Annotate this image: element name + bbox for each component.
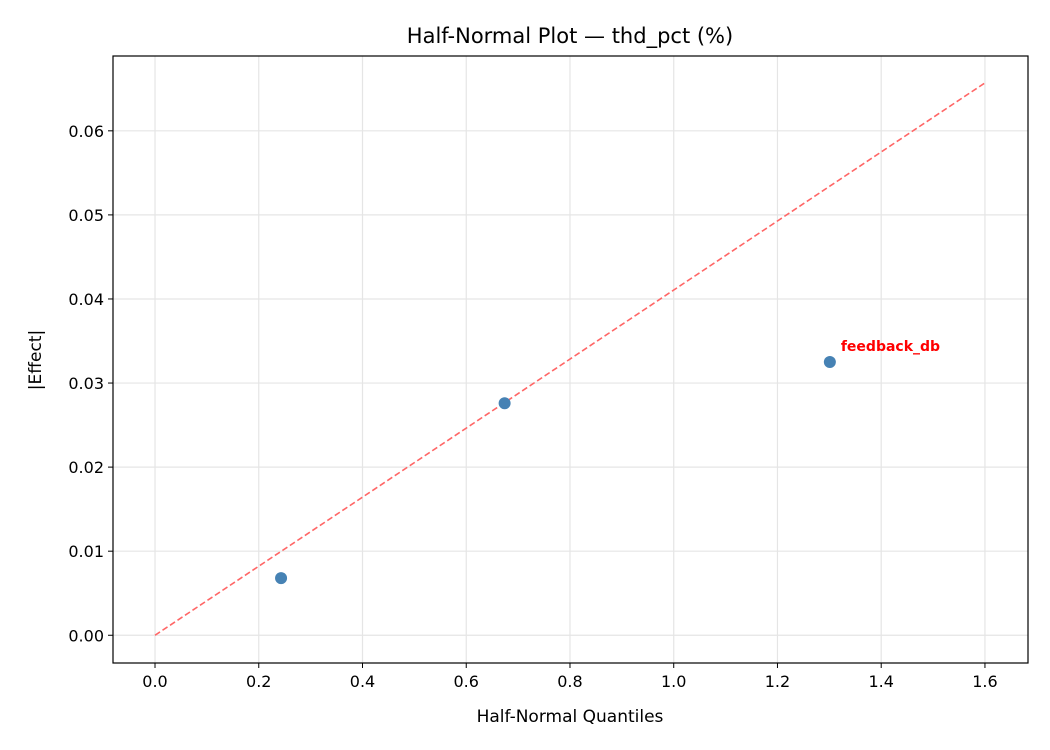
x-axis-ticks: 0.0 0.2 0.4 0.6 0.8 1.0 1.2 1.4 1.6 bbox=[142, 663, 998, 691]
y-axis-ticks: 0.00 0.01 0.02 0.03 0.04 0.05 0.06 bbox=[68, 122, 113, 645]
x-tick-label: 1.0 bbox=[661, 672, 686, 691]
data-point bbox=[498, 397, 511, 410]
x-tick-label: 1.6 bbox=[972, 672, 997, 691]
data-point bbox=[275, 572, 288, 585]
y-tick-label: 0.03 bbox=[68, 374, 104, 393]
point-annotation: feedback_db bbox=[841, 339, 940, 355]
plot-frame bbox=[112, 55, 1029, 664]
x-tick-label: 0.8 bbox=[557, 672, 582, 691]
x-tick-label: 0.6 bbox=[454, 672, 479, 691]
y-axis-label: |Effect| bbox=[26, 330, 46, 390]
x-axis-label: Half-Normal Quantiles bbox=[477, 707, 664, 727]
reference-line bbox=[154, 82, 986, 636]
y-tick-label: 0.05 bbox=[68, 206, 104, 225]
x-tick-label: 0.2 bbox=[246, 672, 271, 691]
x-tick-label: 1.2 bbox=[765, 672, 790, 691]
y-tick-label: 0.02 bbox=[68, 458, 104, 477]
x-tick-label: 0.4 bbox=[350, 672, 375, 691]
y-tick-label: 0.06 bbox=[68, 122, 104, 141]
x-tick-label: 0.0 bbox=[142, 672, 167, 691]
y-tick-label: 0.00 bbox=[68, 626, 104, 645]
x-tick-label: 1.4 bbox=[868, 672, 893, 691]
reference-line-group bbox=[154, 82, 986, 636]
y-tick-label: 0.04 bbox=[68, 290, 104, 309]
chart-title: Half-Normal Plot — thd_pct (%) bbox=[407, 24, 733, 49]
points-group: feedback_db bbox=[275, 339, 940, 585]
data-point bbox=[823, 356, 836, 369]
y-tick-label: 0.01 bbox=[68, 542, 104, 561]
